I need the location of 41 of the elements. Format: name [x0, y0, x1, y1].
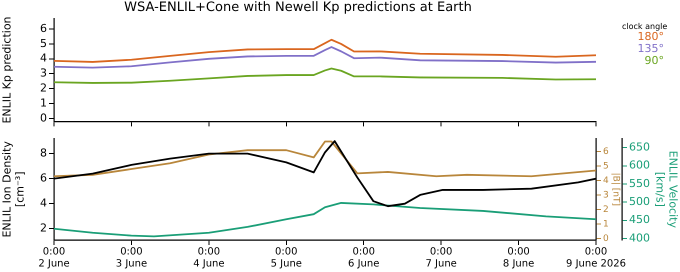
y3-tick-label: 4 [603, 176, 609, 186]
text: 90° [644, 54, 665, 67]
y-axis-title: ENLIL Ion Density [cm⁻³] [0, 140, 27, 238]
y2-tick-label: 650 [629, 140, 650, 154]
y3-axis-title: |B| [nT] [610, 172, 620, 206]
x-tick-label: 0:00 8 June [502, 246, 534, 270]
y2-tick-label: 500 [629, 195, 650, 208]
y-tick-label: 5 [40, 36, 47, 50]
y3-tick-label: 1 [603, 219, 609, 230]
y3-tick-label: 5 [603, 161, 609, 172]
y3-tick-label: 6 [603, 146, 609, 157]
y-axis-title: ENLIL Kp prediction [0, 16, 14, 124]
y2-tick-label: 400 [629, 231, 650, 244]
y3-tick-label: 2 [603, 204, 609, 215]
x-tick-label: 0:00 2 June [38, 246, 70, 270]
x-tick-label: 0:00 7 June [425, 246, 457, 270]
y-tick-label: 3 [40, 66, 47, 80]
y-tick-label: 1 [40, 96, 47, 110]
y-tick-label: 2 [40, 222, 47, 235]
y-tick-label: 0 [40, 111, 47, 124]
y-tick-label: 6 [40, 172, 47, 185]
y-tick-label: 4 [40, 52, 47, 65]
y2-tick-label: 450 [629, 213, 650, 226]
y3-tick-label: 0 [603, 234, 609, 244]
x-tick-label: 0:00 3 June [116, 246, 148, 270]
y2-axis-title: ENLIL Velocity [km/s] [653, 150, 680, 228]
y2-tick-label: 600 [629, 158, 650, 172]
x-tick-label: 0:00 5 June [270, 246, 302, 270]
x-tick-label: 0:00 6 June [348, 246, 380, 270]
y-tick-label: 4 [40, 196, 47, 210]
text: 135° [636, 42, 665, 55]
y-tick-label: 6 [40, 22, 47, 35]
y-tick-label: 8 [40, 146, 47, 160]
y2-tick-label: 550 [629, 176, 650, 190]
x-tick-label: 0:00 4 June [193, 246, 225, 270]
text: 180° [636, 30, 664, 43]
chart-title: WSA-ENLIL+Cone with Newell Kp predictions at Earth [124, 0, 472, 16]
legend-title: clock angle [622, 22, 668, 31]
y3-tick-label: 3 [603, 190, 609, 200]
y-tick-label: 2 [40, 81, 47, 94]
x-tick-label: 0:00 9 June 2026 [566, 246, 626, 270]
